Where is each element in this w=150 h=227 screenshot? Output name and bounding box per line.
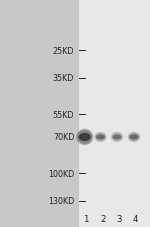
Ellipse shape bbox=[128, 133, 140, 142]
Ellipse shape bbox=[129, 135, 138, 140]
Bar bbox=[79, 0, 150, 227]
Ellipse shape bbox=[94, 132, 107, 143]
Ellipse shape bbox=[114, 135, 120, 140]
Ellipse shape bbox=[112, 133, 122, 141]
Ellipse shape bbox=[99, 136, 102, 139]
Ellipse shape bbox=[78, 131, 92, 144]
Ellipse shape bbox=[115, 136, 119, 139]
Text: 1: 1 bbox=[84, 214, 89, 223]
Text: 25KD: 25KD bbox=[53, 47, 74, 56]
Ellipse shape bbox=[95, 133, 106, 142]
Ellipse shape bbox=[80, 133, 89, 142]
Ellipse shape bbox=[112, 134, 122, 141]
Ellipse shape bbox=[79, 132, 90, 143]
Ellipse shape bbox=[81, 134, 89, 141]
Ellipse shape bbox=[132, 136, 136, 139]
Ellipse shape bbox=[82, 135, 87, 140]
Ellipse shape bbox=[96, 134, 105, 141]
Text: 55KD: 55KD bbox=[53, 110, 74, 119]
Ellipse shape bbox=[111, 133, 123, 142]
Text: 3: 3 bbox=[117, 214, 122, 223]
Ellipse shape bbox=[77, 130, 93, 145]
Text: 2: 2 bbox=[100, 214, 105, 223]
Ellipse shape bbox=[132, 136, 136, 139]
Text: 100KD: 100KD bbox=[48, 169, 74, 178]
Ellipse shape bbox=[111, 132, 123, 143]
Text: 4: 4 bbox=[133, 214, 138, 223]
Ellipse shape bbox=[98, 135, 103, 140]
Ellipse shape bbox=[130, 135, 137, 140]
Ellipse shape bbox=[129, 133, 139, 141]
Ellipse shape bbox=[114, 135, 120, 140]
Ellipse shape bbox=[76, 129, 93, 146]
Text: 35KD: 35KD bbox=[53, 74, 74, 83]
Ellipse shape bbox=[96, 134, 105, 141]
Ellipse shape bbox=[112, 135, 122, 140]
Ellipse shape bbox=[82, 134, 88, 140]
Ellipse shape bbox=[128, 132, 140, 143]
Ellipse shape bbox=[96, 135, 105, 140]
Ellipse shape bbox=[95, 133, 106, 141]
Ellipse shape bbox=[98, 136, 103, 139]
Ellipse shape bbox=[129, 134, 139, 141]
Ellipse shape bbox=[78, 131, 91, 143]
Ellipse shape bbox=[83, 136, 86, 139]
Ellipse shape bbox=[131, 135, 137, 140]
Text: 70KD: 70KD bbox=[53, 133, 74, 142]
Ellipse shape bbox=[130, 134, 138, 141]
Ellipse shape bbox=[97, 135, 104, 140]
Text: 130KD: 130KD bbox=[48, 196, 74, 205]
Ellipse shape bbox=[79, 133, 91, 141]
Ellipse shape bbox=[113, 134, 121, 141]
Ellipse shape bbox=[115, 136, 119, 139]
